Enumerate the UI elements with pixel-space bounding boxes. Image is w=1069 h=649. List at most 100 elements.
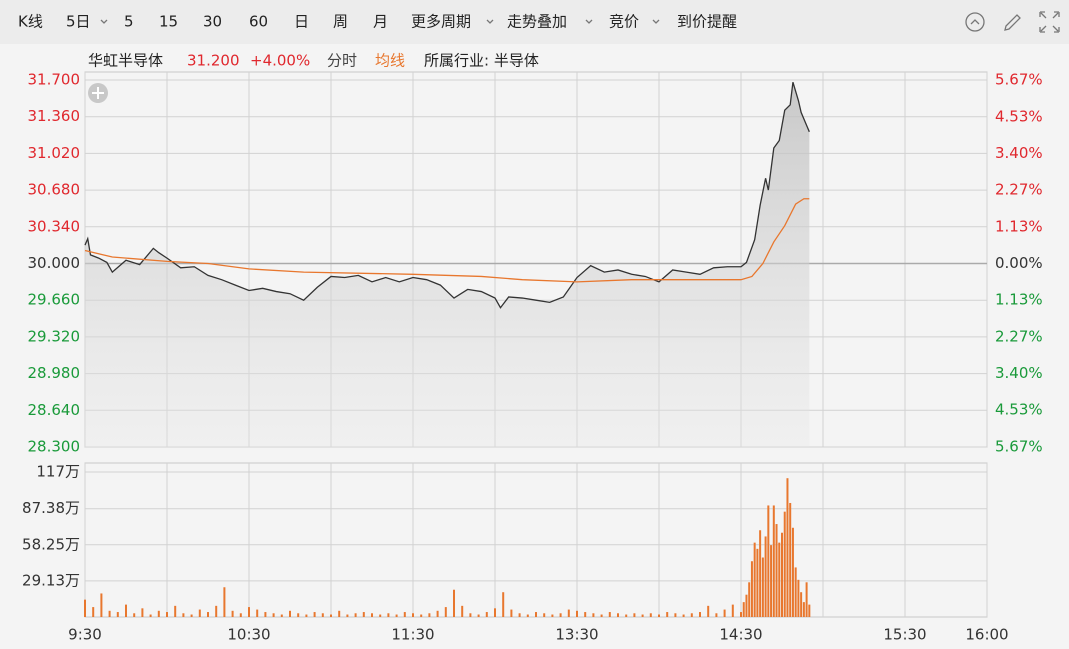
x-tick-label: 13:30 — [555, 626, 598, 644]
y-tick-label: 31.020 — [28, 144, 81, 162]
y-tick-label: 31.700 — [28, 71, 81, 89]
tab[interactable]: 周 — [333, 13, 348, 31]
price-area — [85, 82, 810, 448]
y-tick-label: 117万 — [36, 463, 80, 481]
tab[interactable]: 日 — [294, 13, 309, 31]
volume-bar — [477, 614, 480, 617]
industry: 所属行业: 半导体 — [424, 52, 539, 70]
volume-bar — [289, 610, 291, 617]
y2-tick-label: 1.13% — [995, 217, 1043, 235]
collapse-icon — [970, 19, 980, 25]
button[interactable]: 到价提醒 — [677, 13, 737, 31]
volume-bar — [800, 592, 803, 617]
menu[interactable]: 更多周期 — [411, 13, 471, 31]
volume-bar — [469, 613, 472, 617]
volume-bar — [745, 594, 748, 617]
volume-bar — [753, 542, 756, 617]
volume-bar — [551, 614, 554, 617]
volume-bar — [305, 614, 308, 617]
volume-bar — [198, 609, 201, 617]
volume-bar — [759, 530, 762, 617]
y-tick-label: 30.340 — [28, 217, 81, 235]
tab[interactable]: 5 — [124, 13, 134, 31]
volume-bar — [674, 613, 677, 617]
y2-tick-label: 4.53% — [995, 107, 1043, 125]
volume-bar — [420, 614, 423, 617]
volume-bar — [767, 505, 770, 617]
volume-bar — [280, 614, 283, 617]
y2-tick-label: 3.40% — [995, 144, 1043, 162]
legend-entry: 均线 — [375, 52, 405, 70]
volume-bar — [786, 478, 789, 617]
volume-bar — [412, 613, 414, 617]
volume-bar — [775, 524, 778, 617]
volume-bar — [764, 536, 767, 617]
volume-bar — [223, 587, 226, 617]
volume-bar — [174, 605, 177, 617]
y-tick-label: 30.680 — [28, 181, 81, 199]
volume-bar — [239, 613, 242, 617]
tab[interactable]: 60 — [249, 13, 268, 31]
volume-bar — [248, 607, 250, 617]
stock-name: 华虹半导体 — [88, 52, 163, 70]
y-tick-label: 29.13万 — [22, 571, 80, 589]
volume-bar — [699, 612, 701, 617]
volume-bar — [592, 613, 595, 617]
menu[interactable]: 竞价 — [609, 13, 639, 31]
volume-bar — [379, 614, 382, 617]
collapse-icon[interactable] — [965, 12, 985, 32]
x-tick-label: 9:30 — [68, 626, 102, 644]
chevron — [652, 19, 660, 24]
volume-bar — [166, 612, 168, 617]
volume-bar — [750, 561, 753, 617]
change: +4.00% — [250, 52, 310, 70]
add-icon — [92, 87, 104, 99]
volume-bar — [761, 557, 764, 617]
x-tick-label: 15:30 — [883, 626, 926, 644]
volume-bar — [371, 613, 373, 617]
tab[interactable]: 15 — [159, 13, 178, 31]
volume-bar — [453, 589, 455, 617]
volume-bar — [625, 614, 628, 617]
plot-frame — [84, 462, 988, 618]
volume-bar — [608, 612, 611, 617]
x-tick-label: 16:00 — [965, 626, 1008, 644]
volume-bar — [559, 613, 562, 617]
volume-bar — [346, 614, 349, 617]
brush-icon[interactable] — [1004, 14, 1021, 31]
volume-bar — [116, 612, 119, 617]
volume-bar — [157, 610, 160, 617]
menu[interactable]: 走势叠加 — [507, 13, 567, 31]
y2-tick-label: 3.40% — [995, 364, 1043, 382]
y-tick-label: 28.300 — [28, 438, 81, 456]
volume-bar — [576, 610, 578, 617]
volume-bar — [742, 602, 745, 617]
volume-bar — [321, 613, 324, 617]
volume-bar — [781, 532, 783, 617]
volume-bar — [802, 602, 805, 617]
y2-tick-label: 5.67% — [995, 71, 1043, 89]
y2-tick-label: 0.00% — [995, 254, 1043, 272]
expand-icon[interactable] — [1039, 11, 1060, 33]
tab[interactable]: K线 — [18, 13, 43, 31]
volume-bar — [100, 593, 103, 617]
y2-tick-label: 2.27% — [995, 181, 1043, 199]
volume-bar — [338, 610, 341, 617]
volume-bar — [797, 579, 800, 617]
tab[interactable]: 月 — [373, 13, 388, 31]
y2-tick-label: 5.67% — [995, 438, 1043, 456]
volume-bar — [633, 613, 636, 617]
volume-bar — [658, 614, 660, 617]
tab[interactable]: 5日 — [66, 13, 91, 31]
volume-bar — [272, 613, 275, 617]
volume-bar — [149, 614, 152, 617]
volume-bar — [756, 548, 759, 617]
toolbar-bg — [0, 0, 1069, 44]
volume-bar — [794, 567, 797, 617]
y-tick-label: 28.640 — [28, 401, 81, 419]
y-tick-label: 58.25万 — [22, 535, 80, 553]
tab[interactable]: 30 — [203, 13, 222, 31]
volume-bar — [723, 609, 726, 617]
volume-bar — [518, 613, 521, 617]
chevron — [585, 19, 593, 24]
